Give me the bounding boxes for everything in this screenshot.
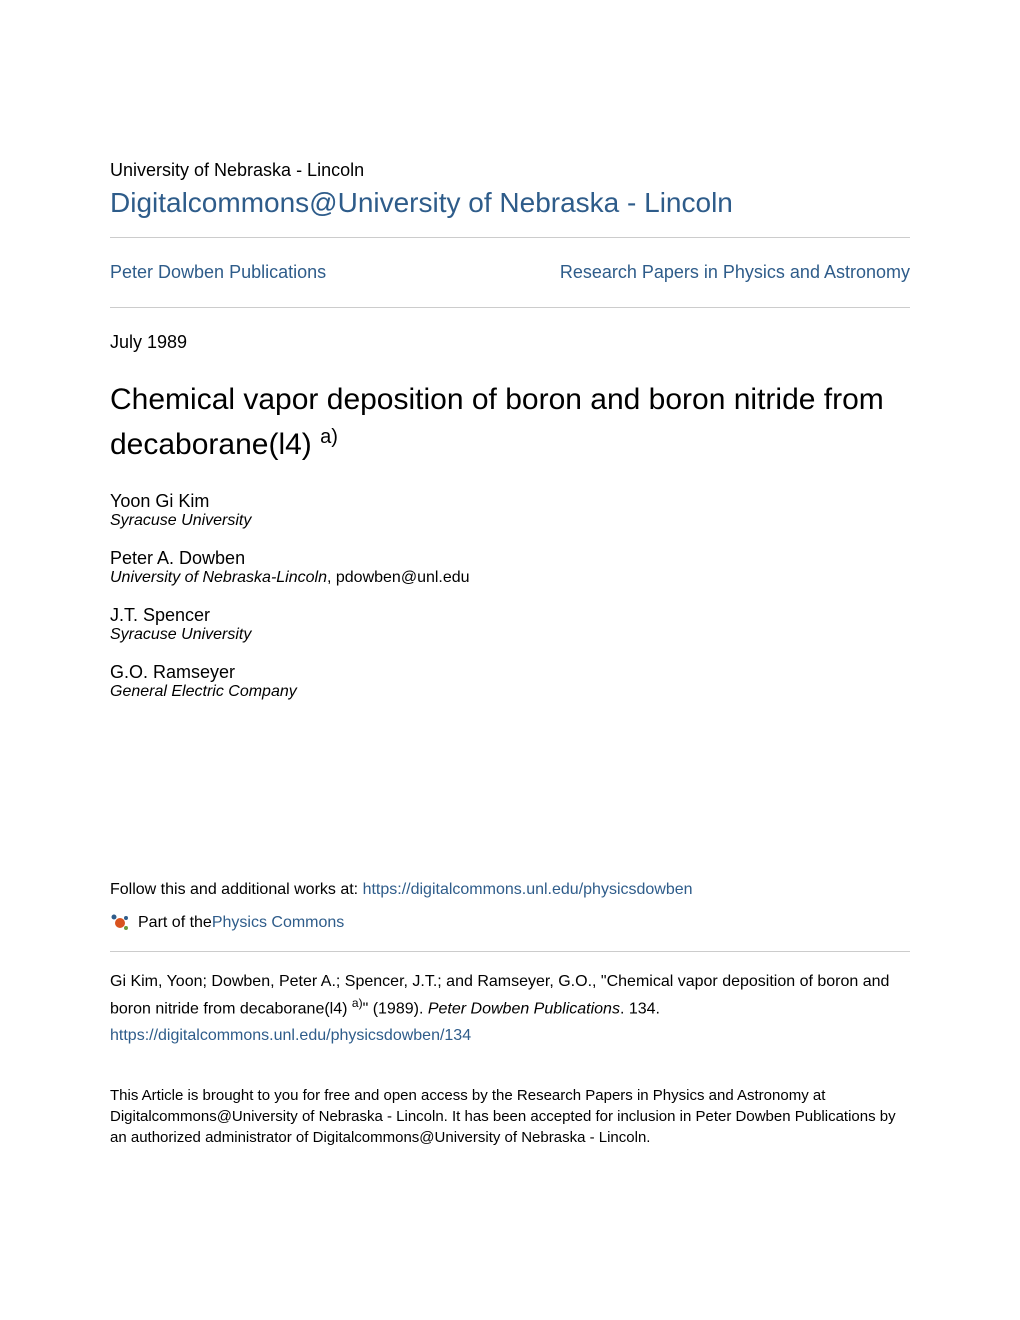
breadcrumb-right-link[interactable]: Research Papers in Physics and Astronomy: [560, 262, 910, 283]
author-affiliation: General Electric Company: [110, 683, 910, 701]
author-block: Yoon Gi Kim Syracuse University: [110, 491, 910, 530]
follow-works-section: Follow this and additional works at: htt…: [110, 881, 910, 899]
commons-prefix: Part of the: [138, 914, 212, 932]
author-name: Peter A. Dowben: [110, 548, 910, 569]
author-name: Yoon Gi Kim: [110, 491, 910, 512]
author-block: Peter A. Dowben University of Nebraska-L…: [110, 548, 910, 587]
follow-link[interactable]: https://digitalcommons.unl.edu/physicsdo…: [363, 881, 693, 898]
author-block: J.T. Spencer Syracuse University: [110, 605, 910, 644]
commons-row: Part of the Physics Commons: [110, 913, 910, 933]
title-superscript: a): [320, 426, 338, 448]
commons-link[interactable]: Physics Commons: [212, 914, 344, 932]
title-line1: Chemical vapor deposition of boron and b…: [110, 383, 884, 416]
divider-citation: [110, 951, 910, 952]
institution-name: University of Nebraska - Lincoln: [110, 160, 910, 181]
network-icon: [110, 913, 130, 933]
repository-link[interactable]: Digitalcommons@University of Nebraska - …: [110, 187, 733, 218]
divider-bottom: [110, 307, 910, 308]
breadcrumb-left-link[interactable]: Peter Dowben Publications: [110, 262, 326, 283]
breadcrumb: Peter Dowben Publications Research Paper…: [110, 238, 910, 307]
paper-title: Chemical vapor deposition of boron and b…: [110, 377, 910, 467]
footer-text: This Article is brought to you for free …: [110, 1085, 910, 1148]
citation-link[interactable]: https://digitalcommons.unl.edu/physicsdo…: [110, 1027, 910, 1045]
author-name: G.O. Ramseyer: [110, 662, 910, 683]
citation-text: Gi Kim, Yoon; Dowben, Peter A.; Spencer,…: [110, 970, 910, 1021]
publication-date: July 1989: [110, 332, 910, 353]
author-name: J.T. Spencer: [110, 605, 910, 626]
author-affiliation: Syracuse University: [110, 512, 910, 530]
repository-title: Digitalcommons@University of Nebraska - …: [110, 187, 910, 219]
title-line2: decaborane(l4): [110, 428, 320, 461]
author-affiliation: University of Nebraska-Lincoln, pdowben@…: [110, 569, 910, 587]
author-affiliation: Syracuse University: [110, 626, 910, 644]
follow-prefix: Follow this and additional works at:: [110, 881, 363, 898]
author-block: G.O. Ramseyer General Electric Company: [110, 662, 910, 701]
